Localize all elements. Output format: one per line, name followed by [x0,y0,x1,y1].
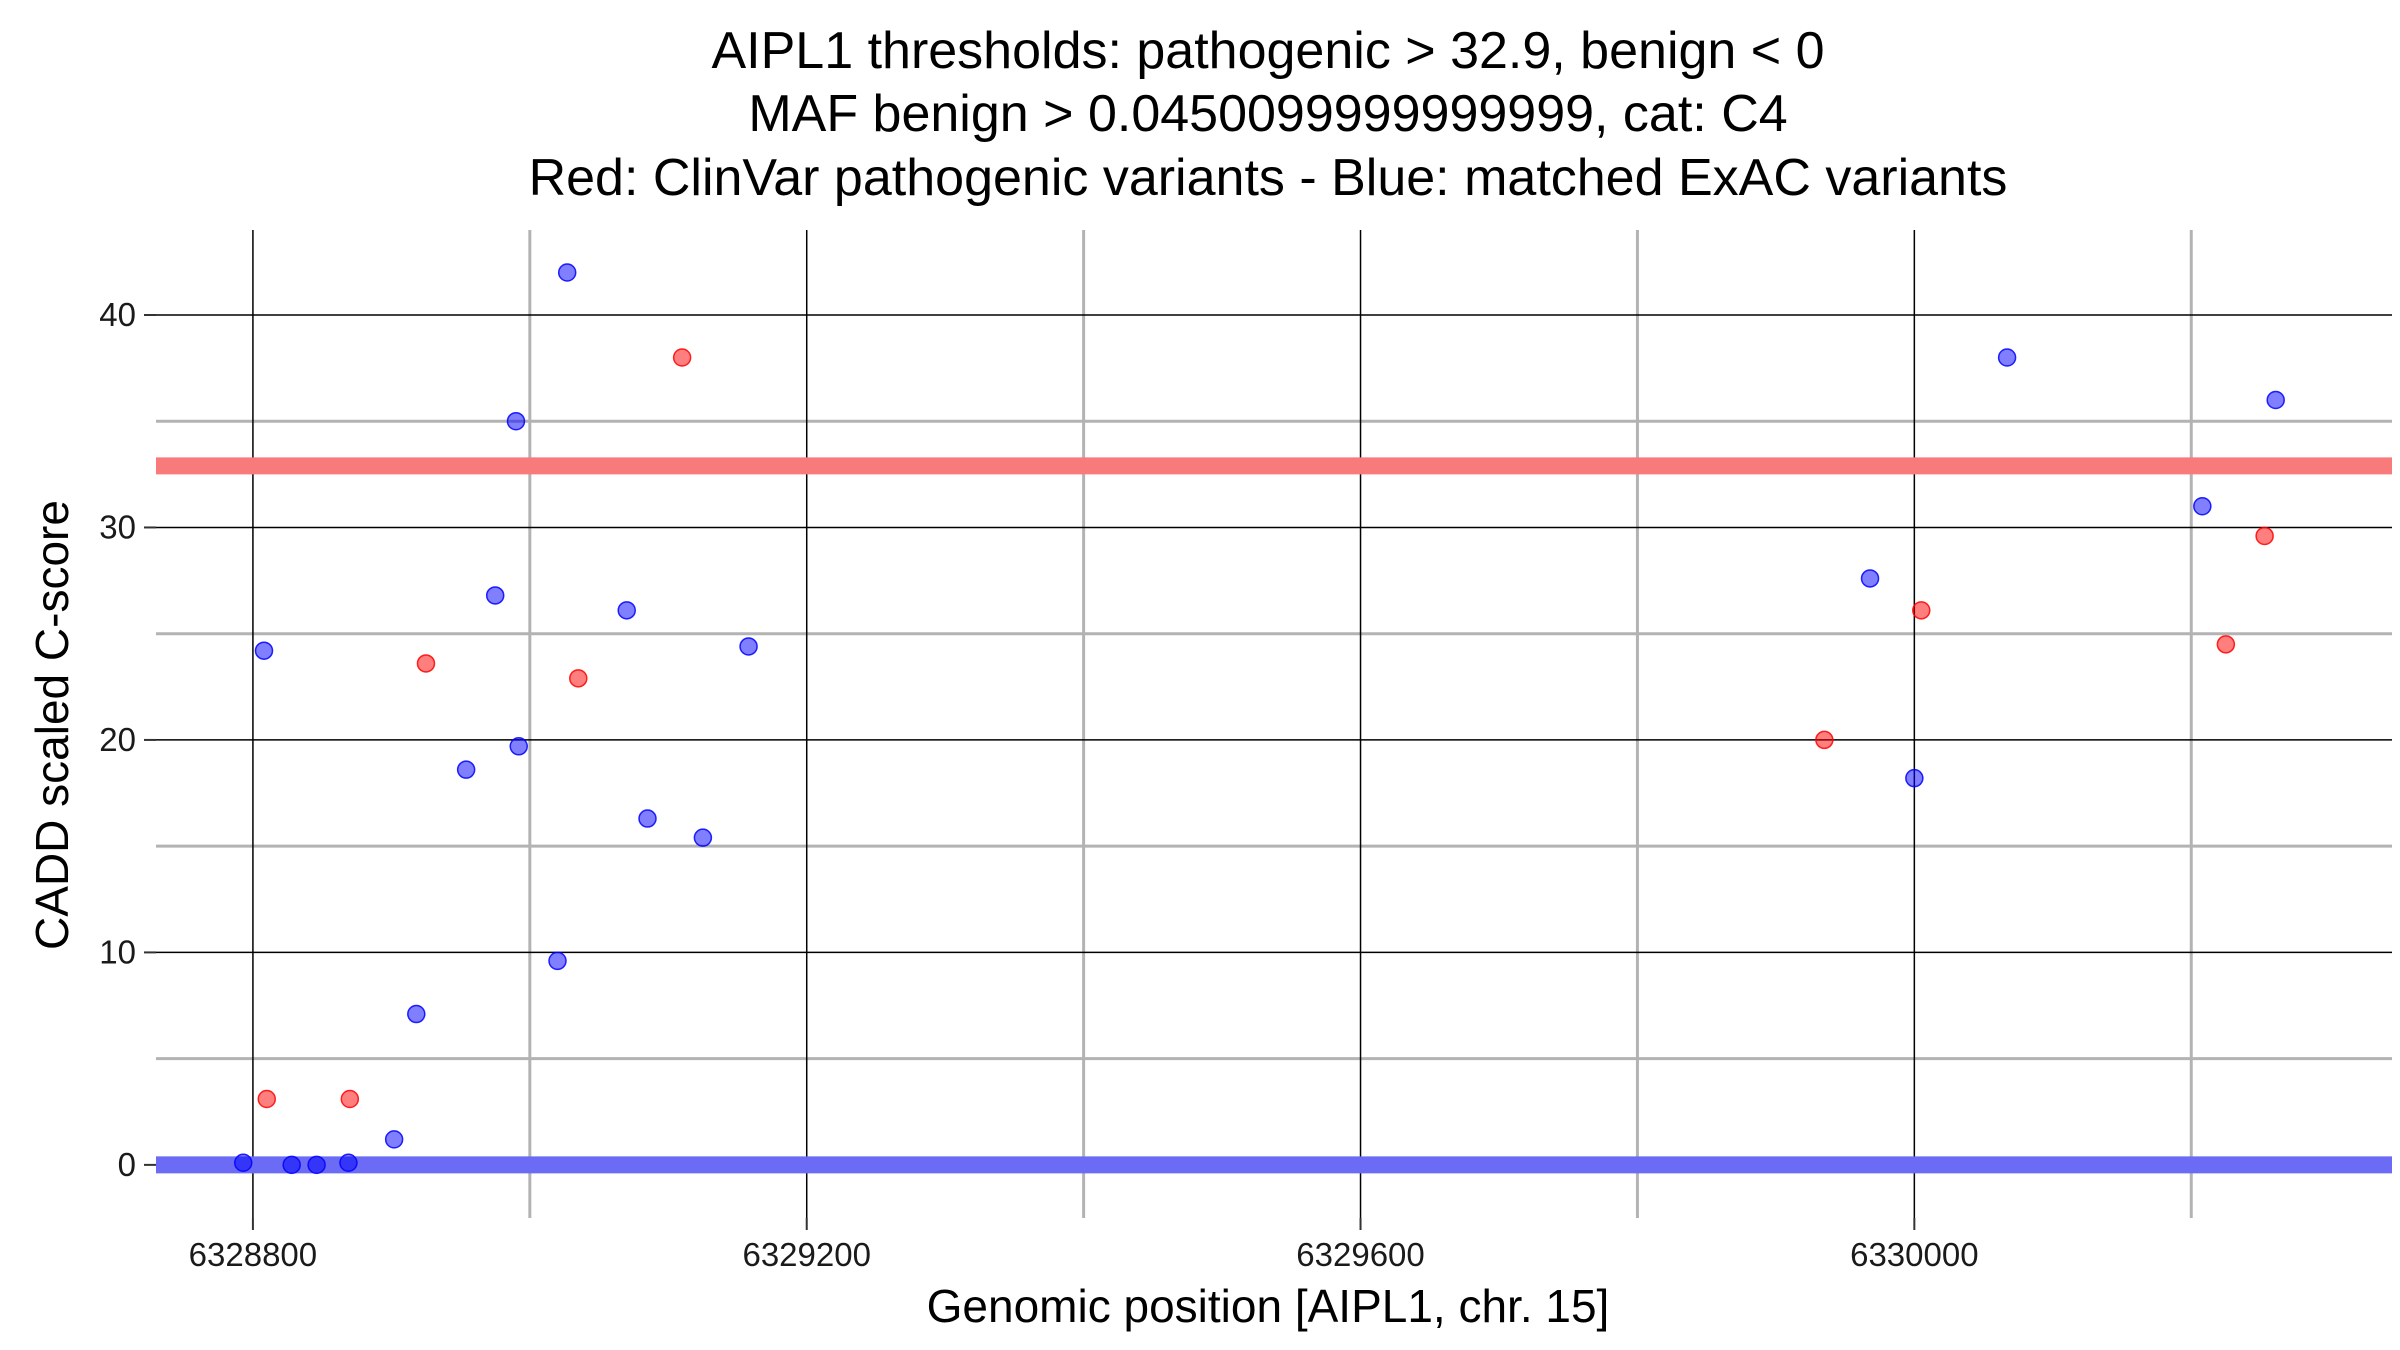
pathogenic-point [672,348,692,367]
y-tick-label: 10 [99,933,136,970]
benign-point [407,1004,426,1024]
y-tick-label: 30 [99,508,136,545]
pathogenic-point [569,669,588,688]
benign-point [1997,348,2017,367]
x-axis-title: Genomic position [AIPL1, chr. 15] [927,1280,1610,1332]
benign-point [339,1153,358,1173]
benign-point [2266,390,2285,410]
y-tick-label: 20 [99,721,136,758]
benign-point [638,809,657,828]
benign-point [233,1153,253,1173]
benign-point [739,637,758,656]
y-tick-label: 0 [118,1146,136,1183]
benign-point [456,760,476,779]
x-tick-label: 6329600 [1296,1236,1424,1273]
pathogenic-point [1912,601,1931,620]
x-tick-label: 6328800 [189,1236,317,1273]
pathogenic-point [2255,526,2274,546]
pathogenic-point [1815,730,1834,750]
x-axis-ticks: 6328800 6329200 6329600 6330000 [189,1218,1979,1273]
pathogenic-point [2216,635,2236,654]
chart-title-line-3: Red: ClinVar pathogenic variants - Blue:… [529,149,2008,207]
threshold-lines [156,457,2392,1174]
data-points [233,263,2285,1175]
benign-point [307,1155,326,1175]
chart-title-line-1: AIPL1 thresholds: pathogenic > 32.9, ben… [711,22,1824,80]
major-gridlines [156,230,2392,1218]
benign-point [2193,496,2212,516]
x-tick-label: 6330000 [1850,1236,1978,1273]
benign-point [548,951,567,971]
chart-title-line-2: MAF benign > 0.0450099999999999, cat: C4 [748,85,1787,143]
benign-point [617,601,636,620]
y-tick-label: 40 [99,296,136,333]
benign-point [693,828,713,847]
pathogenic-point [340,1089,360,1109]
benign-point [1905,768,1924,788]
benign-point [1860,569,1880,588]
benign-point [485,586,505,605]
pathogenic-point [257,1089,277,1109]
benign-point [509,737,528,756]
benign-point [254,641,274,660]
benign-point [557,263,577,282]
benign-point [282,1155,301,1175]
benign-point [384,1130,404,1149]
y-axis-title: CADD scaled C-score [26,500,78,950]
pathogenic-point [416,654,436,673]
y-axis-ticks: 0 10 20 30 40 [99,296,156,1183]
x-tick-label: 6329200 [742,1236,870,1273]
benign-point [506,411,526,431]
minor-gridlines [156,230,2392,1218]
